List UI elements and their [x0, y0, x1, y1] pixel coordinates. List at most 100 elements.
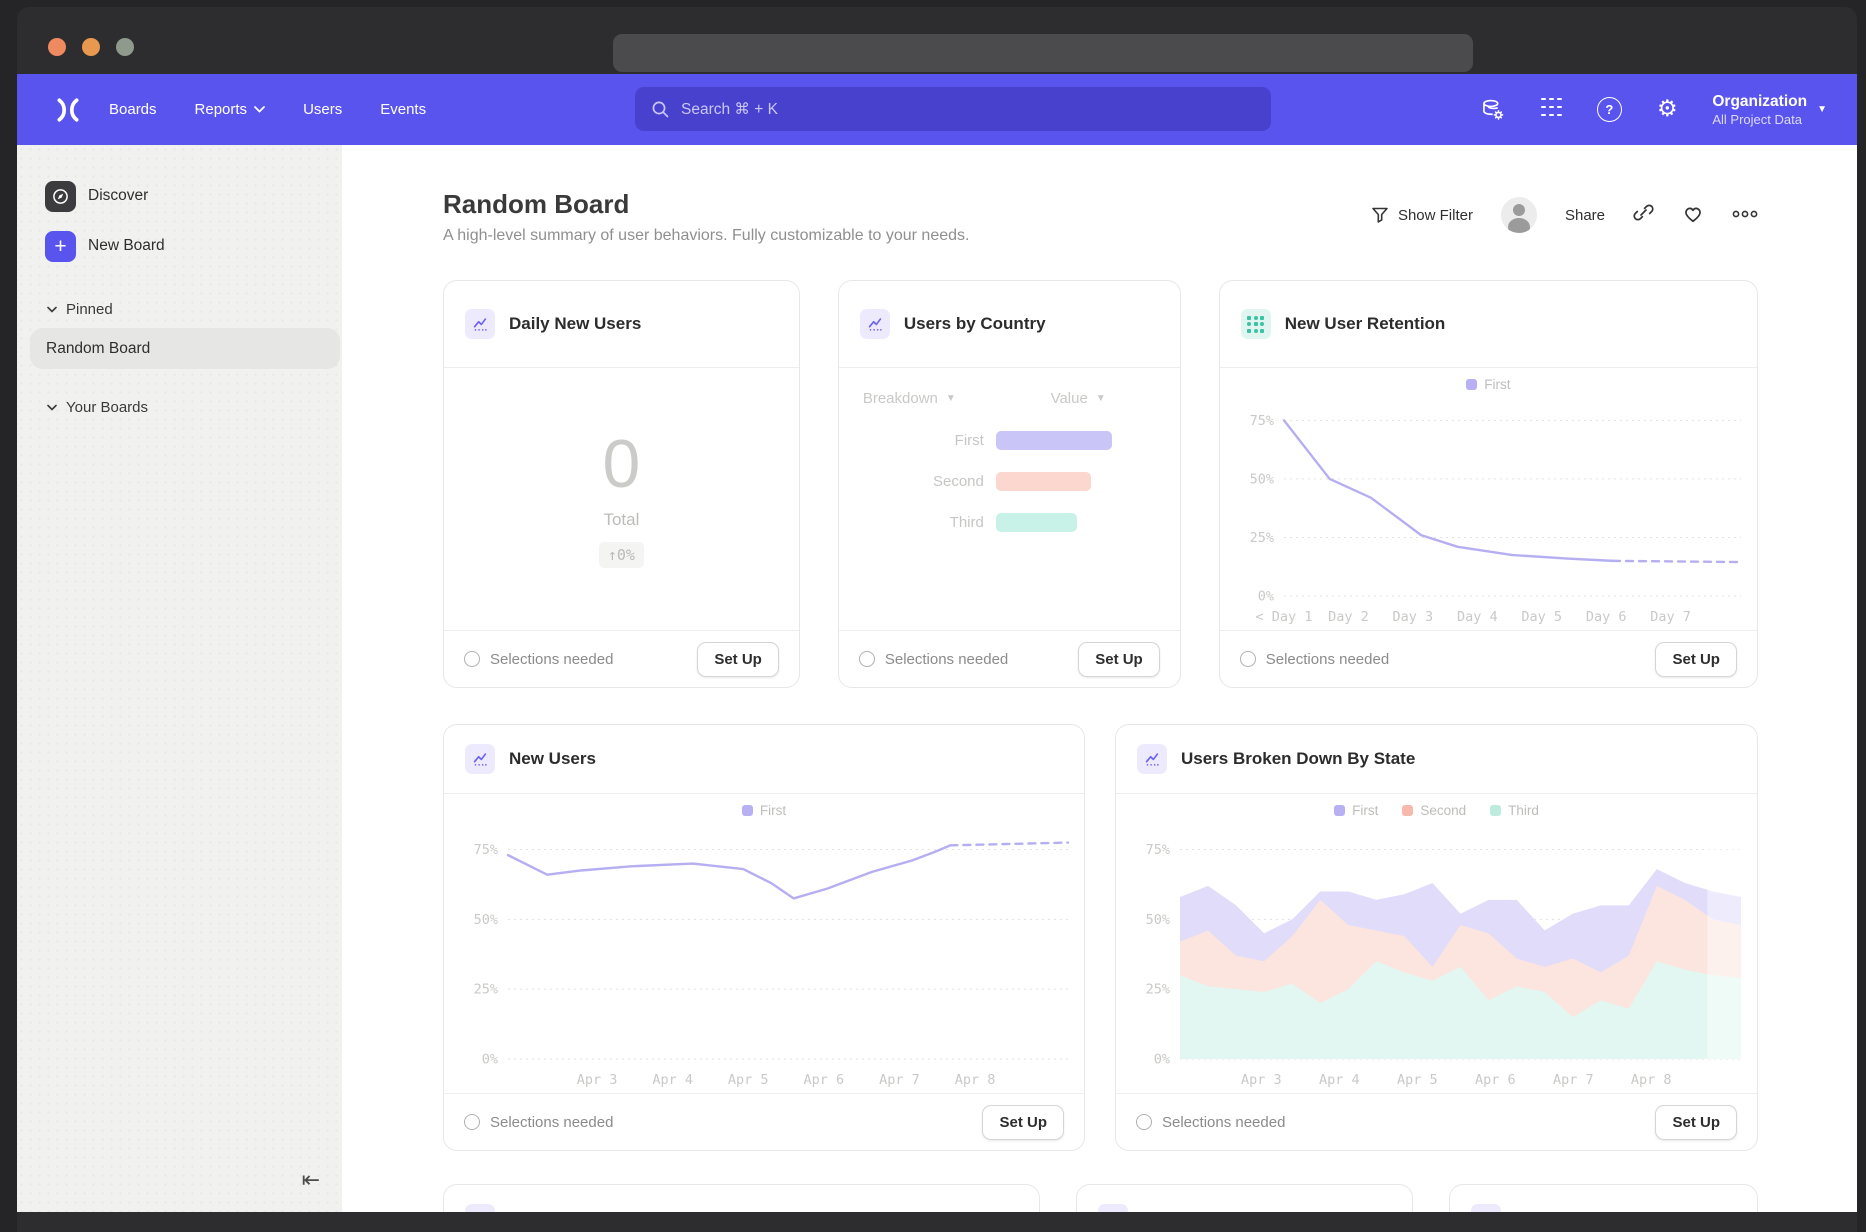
- set-up-button[interactable]: Set Up: [1655, 642, 1737, 677]
- data-management-icon[interactable]: [1480, 97, 1506, 123]
- svg-text:25%: 25%: [474, 982, 498, 998]
- avatar[interactable]: [1501, 197, 1537, 233]
- status-label: Selections needed: [1266, 651, 1389, 668]
- window-close-button[interactable]: [48, 38, 66, 56]
- svg-text:Apr 5: Apr 5: [728, 1072, 769, 1088]
- metric-label: Total: [603, 510, 639, 530]
- nav-item-label: Reports: [195, 101, 248, 118]
- sidebar-item-new-board[interactable]: + New Board: [17, 229, 342, 263]
- chevron-down-icon: [47, 306, 57, 313]
- help-icon[interactable]: ?: [1596, 97, 1622, 123]
- card-body: 0%25%50%75%< Day 1Day 2Day 3Day 4Day 5Da…: [1220, 368, 1757, 630]
- share-label: Share: [1565, 207, 1605, 224]
- org-switcher[interactable]: Organization All Project Data ▼: [1712, 92, 1827, 126]
- main-area: Random Board A high-level summary of use…: [342, 145, 1857, 1212]
- mixpanel-logo-icon[interactable]: [53, 97, 83, 123]
- breakdown-dropdown[interactable]: Breakdown ▼: [863, 390, 956, 407]
- value-dropdown[interactable]: Value ▼: [1051, 390, 1106, 407]
- svg-text:Day 5: Day 5: [1521, 609, 1562, 625]
- svg-text:50%: 50%: [1249, 471, 1273, 487]
- chevron-down-icon: [254, 106, 265, 113]
- nav-item-events[interactable]: Events: [380, 101, 426, 118]
- svg-text:Day 3: Day 3: [1392, 609, 1433, 625]
- bar-label: Second: [839, 473, 984, 490]
- card-users-by-country: Users by Country Breakdown ▼: [838, 280, 1181, 688]
- card-insights-report: Insights Report: [1076, 1184, 1414, 1212]
- legend-item: Second: [1402, 803, 1466, 818]
- sidebar: Discover + New Board Pinned Random Board: [17, 145, 342, 1212]
- screenshot-root: Boards Reports Users Events: [0, 0, 1866, 1232]
- legend-item: First: [1466, 377, 1510, 392]
- empty-circle-icon: [1240, 651, 1256, 667]
- set-up-button[interactable]: Set Up: [1655, 1105, 1737, 1140]
- share-button[interactable]: Share: [1565, 207, 1605, 224]
- org-project: All Project Data: [1712, 112, 1807, 127]
- line-chart-icon: [465, 1204, 495, 1212]
- copy-link-icon[interactable]: [1633, 202, 1654, 228]
- svg-text:25%: 25%: [1249, 530, 1273, 546]
- sidebar-item-discover[interactable]: Discover: [17, 179, 342, 213]
- window-controls[interactable]: [48, 38, 134, 56]
- card-title: Daily New Users: [509, 314, 641, 334]
- svg-text:75%: 75%: [474, 842, 498, 858]
- card-new-user-retention: New User Retention 0%25%50%75%< Day 1Day…: [1219, 280, 1758, 688]
- sidebar-section-your-boards[interactable]: Your Boards: [17, 399, 342, 416]
- status-selections-needed: Selections needed: [859, 651, 1008, 668]
- empty-circle-icon: [464, 1114, 480, 1130]
- card-header: Users Broken Down By State: [1116, 725, 1757, 794]
- svg-text:Apr 8: Apr 8: [1631, 1072, 1672, 1088]
- chart-legend: First: [1220, 377, 1757, 392]
- card-footer: Selections needed Set Up: [444, 630, 799, 687]
- show-filter-label: Show Filter: [1398, 207, 1473, 224]
- nav-item-users[interactable]: Users: [303, 101, 342, 118]
- svg-text:Apr 3: Apr 3: [1241, 1072, 1282, 1088]
- show-filter-button[interactable]: Show Filter: [1371, 207, 1473, 224]
- country-bar-row: First: [839, 431, 1180, 450]
- plus-icon: +: [45, 231, 76, 262]
- card-title: New Users: [509, 749, 596, 769]
- card-footer: Selections needed Set Up: [1116, 1093, 1757, 1150]
- apps-grid-icon[interactable]: [1538, 97, 1564, 123]
- set-up-button[interactable]: Set Up: [1078, 642, 1160, 677]
- sidebar-section-pinned[interactable]: Pinned: [17, 301, 342, 318]
- empty-circle-icon: [464, 651, 480, 667]
- sidebar-item-label: New Board: [88, 237, 165, 255]
- card-users-by-state: Users Broken Down By State 0%25%50%75%Ap…: [1115, 724, 1758, 1151]
- svg-text:Day 6: Day 6: [1586, 609, 1627, 625]
- card-body: 0 Total ↑0%: [444, 368, 799, 630]
- svg-text:Apr 7: Apr 7: [879, 1072, 920, 1088]
- state-area-chart: 0%25%50%75%Apr 3Apr 4Apr 5Apr 6Apr 7Apr …: [1116, 794, 1757, 1093]
- window-minimize-button[interactable]: [82, 38, 100, 56]
- collapse-sidebar-icon[interactable]: ⇤: [302, 1170, 320, 1192]
- new-users-chart: 0%25%50%75%Apr 3Apr 4Apr 5Apr 6Apr 7Apr …: [444, 794, 1084, 1093]
- set-up-button[interactable]: Set Up: [697, 642, 779, 677]
- settings-gear-icon[interactable]: ⚙: [1654, 97, 1680, 123]
- status-label: Selections needed: [1162, 1114, 1285, 1131]
- set-up-button[interactable]: Set Up: [982, 1105, 1064, 1140]
- board-header: Random Board A high-level summary of use…: [443, 187, 1758, 245]
- card-footer: Selections needed Set Up: [1220, 630, 1757, 687]
- svg-text:Apr 5: Apr 5: [1397, 1072, 1438, 1088]
- bar: [996, 431, 1112, 450]
- svg-text:Apr 6: Apr 6: [804, 1072, 845, 1088]
- search-input[interactable]: Search ⌘ + K: [635, 87, 1271, 131]
- status-selections-needed: Selections needed: [1136, 1114, 1285, 1131]
- empty-circle-icon: [859, 651, 875, 667]
- chevron-down-icon: ▼: [1817, 104, 1827, 115]
- nav-item-boards[interactable]: Boards: [109, 101, 157, 118]
- card-new-users: New Users 0%25%50%75%Apr 3Apr 4Apr 5Apr …: [443, 724, 1085, 1151]
- url-bar[interactable]: [613, 34, 1473, 72]
- svg-text:Day 7: Day 7: [1650, 609, 1691, 625]
- svg-text:Apr 3: Apr 3: [577, 1072, 618, 1088]
- svg-text:25%: 25%: [1146, 982, 1170, 998]
- sidebar-item-random-board[interactable]: Random Board: [30, 328, 340, 369]
- sidebar-item-label: Random Board: [46, 340, 150, 358]
- window-zoom-button[interactable]: [116, 38, 134, 56]
- more-options-icon[interactable]: [1732, 206, 1758, 224]
- bar-label: Third: [839, 514, 984, 531]
- sidebar-item-label: Discover: [88, 187, 148, 205]
- card-header: Users by Country: [839, 281, 1180, 368]
- nav-item-reports[interactable]: Reports: [195, 101, 266, 118]
- legend-item: Third: [1490, 803, 1539, 818]
- favorite-heart-icon[interactable]: [1682, 203, 1704, 228]
